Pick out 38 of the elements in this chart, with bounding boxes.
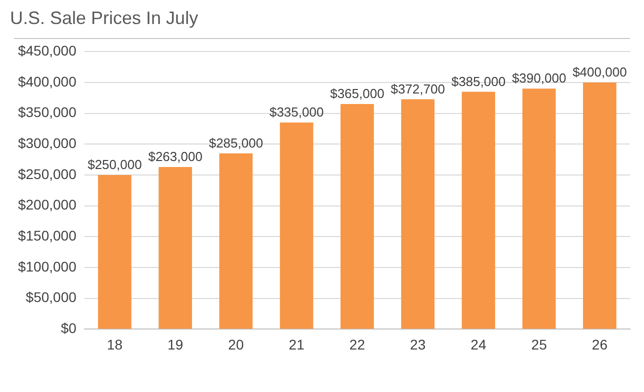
- y-tick-label: $200,000: [18, 196, 77, 213]
- y-tick-label: $150,000: [18, 228, 77, 244]
- bar: [583, 82, 616, 329]
- x-tick-label: 21: [288, 336, 305, 352]
- y-tick-label: $400,000: [18, 73, 77, 90]
- data-label: $250,000: [88, 157, 142, 172]
- bar: [219, 153, 253, 329]
- bar: [401, 99, 434, 329]
- bar: [98, 174, 132, 329]
- bar: [462, 92, 496, 329]
- bar: [158, 166, 192, 329]
- x-tick-label: 22: [349, 336, 366, 352]
- data-label: $335,000: [269, 104, 324, 120]
- x-tick-label: 26: [592, 336, 608, 352]
- y-tick-label: $450,000: [18, 42, 77, 58]
- y-tick-label: $300,000: [18, 134, 77, 151]
- bar: [522, 88, 556, 329]
- y-tick-label: $50,000: [26, 289, 77, 306]
- x-tick-label: 23: [410, 336, 426, 352]
- data-label: $400,000: [572, 64, 627, 80]
- x-tick-label: 18: [106, 336, 123, 352]
- x-tick-label: 19: [168, 336, 184, 352]
- x-tick-label: 24: [470, 336, 486, 352]
- y-tick-label: $250,000: [18, 166, 77, 182]
- chart-title: U.S. Sale Prices In July: [10, 8, 198, 28]
- y-tick-label: $0: [60, 320, 77, 336]
- data-label: $385,000: [451, 74, 506, 89]
- bar: [280, 122, 314, 329]
- bar: [340, 104, 374, 329]
- x-tick-label: 25: [531, 336, 548, 352]
- y-tick-label: $350,000: [18, 104, 77, 120]
- data-label: $372,700: [390, 81, 445, 96]
- x-tick-label: 20: [228, 336, 244, 352]
- data-label: $263,000: [148, 149, 202, 164]
- data-label: $285,000: [208, 135, 264, 150]
- data-label: $390,000: [512, 70, 566, 86]
- data-label: $365,000: [330, 86, 384, 102]
- y-tick-label: $100,000: [18, 258, 77, 274]
